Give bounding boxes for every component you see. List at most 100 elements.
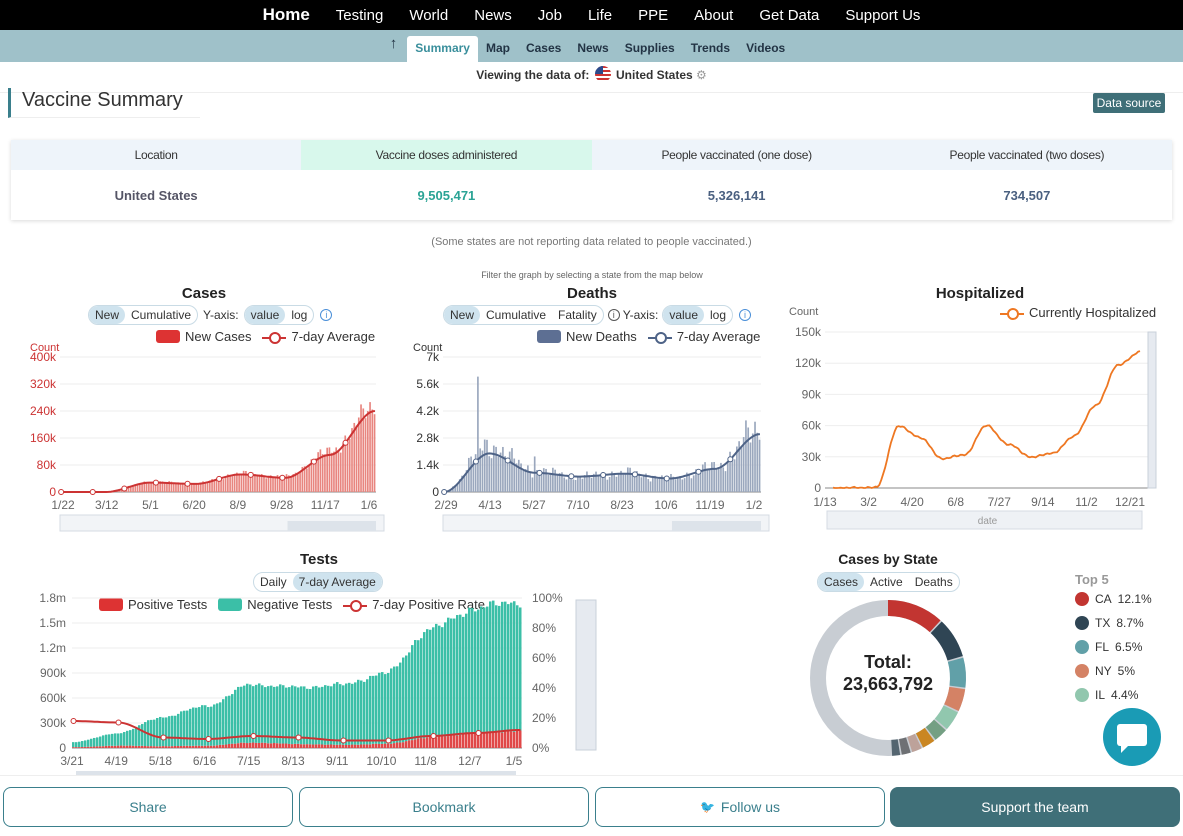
support-button[interactable]: Support the team (890, 787, 1180, 827)
tab-cases[interactable]: Cases (525, 41, 562, 55)
topnav-item-news[interactable]: News (474, 6, 512, 24)
negative-bar (462, 616, 465, 734)
tab-news[interactable]: News (577, 41, 609, 55)
topnav-item-support-us[interactable]: Support Us (845, 6, 921, 24)
legend-new-deaths[interactable]: New Deaths (566, 329, 637, 344)
tab-supplies[interactable]: Supplies (624, 41, 675, 55)
tests-toggle: Daily 7-day Average (253, 572, 383, 592)
bar (731, 457, 734, 492)
tests-chart[interactable]: 1.8m 1.5m 1.2m 900k 600k 300k 0 100% 80% 60% 40% 20… (20, 590, 605, 775)
positive-bar (180, 745, 183, 748)
tab-trends[interactable]: Trends (690, 41, 731, 55)
tests-mode-7day[interactable]: 7-day Average (292, 573, 382, 591)
hosp-chart[interactable]: 150k 120k 90k 60k 30k 0 Count 1/13 3/2 4/20 6/8 7/2… (785, 305, 1170, 535)
negative-bar (204, 705, 207, 746)
gear-icon[interactable]: ⚙ (696, 68, 707, 82)
country-name[interactable]: United States (616, 68, 693, 82)
bar (290, 476, 292, 492)
topnav-item-life[interactable]: Life (587, 6, 613, 24)
state-mode-active[interactable]: Active (870, 575, 903, 589)
data-source-button[interactable]: Data source (1093, 93, 1165, 113)
legend-7day-average-deaths[interactable]: 7-day Average (676, 329, 761, 344)
cases-mode-cumulative[interactable]: Cumulative (131, 308, 192, 322)
topnav-item-home[interactable]: Home (262, 5, 310, 24)
topnav-item-ppe[interactable]: PPE (638, 6, 669, 24)
legend-new-cases[interactable]: New Cases (185, 329, 252, 344)
negative-bar (282, 685, 285, 744)
state-mode-cases[interactable]: Cases (818, 573, 865, 591)
deaths-scale-value[interactable]: value (663, 306, 704, 324)
bar (154, 482, 157, 492)
positive-bar (324, 744, 327, 748)
negative-bar (312, 686, 315, 745)
state-legend-item[interactable]: IL 4.4% (1075, 688, 1138, 702)
legend-currently-hospitalized[interactable]: Currently Hospitalized (1029, 305, 1157, 320)
positive-bar (147, 746, 150, 748)
deaths-mode-fatality[interactable]: Fatality (558, 308, 597, 322)
bar (242, 470, 245, 492)
negative-bar (339, 684, 342, 745)
info-icon[interactable]: i (607, 309, 620, 321)
topnav-item-world[interactable]: World (409, 6, 449, 24)
cases-chart[interactable]: 400k 320k 240k 160k 80k 0 Count 1/22 3/12 5/1 6/20… (20, 335, 385, 535)
state-mode-deaths[interactable]: Deaths (914, 575, 953, 589)
rate-point (475, 729, 482, 736)
x-tick-label: 11/19 (695, 498, 724, 512)
tests-mode-daily[interactable]: Daily (260, 575, 287, 589)
positive-bar (459, 734, 462, 748)
average-point (472, 458, 479, 465)
state-legend-item[interactable]: NY 5% (1075, 664, 1135, 678)
state-donut-chart[interactable]: Total:23,663,792 (800, 595, 980, 770)
info-icon[interactable]: i (320, 309, 333, 321)
legend-line-swatch (262, 331, 287, 344)
bar (346, 438, 349, 492)
info-icon[interactable]: i (739, 309, 752, 321)
share-button[interactable]: Share (3, 787, 293, 827)
cases-scale-log[interactable]: log (291, 308, 308, 322)
negative-bar (423, 632, 426, 739)
follow-button[interactable]: 🐦 Follow us (595, 787, 885, 827)
state-legend-item[interactable]: FL 6.5% (1075, 640, 1142, 654)
average-point (184, 480, 191, 487)
cases-mode-new[interactable]: New (89, 306, 126, 324)
topnav-item-job[interactable]: Job (537, 6, 562, 24)
x-tick-label: 1/22 (51, 498, 75, 512)
positive-bar (333, 744, 336, 748)
topnav-item-about[interactable]: About (694, 6, 734, 24)
legend-positive-tests[interactable]: Positive Tests (128, 597, 208, 612)
state-legend-item[interactable]: CA 12.1% (1075, 592, 1152, 606)
deaths-chart[interactable]: 7k 5.6k 4.2k 2.8k 1.4k 0 Count 2/29 4/13 5/27 7/10… (405, 335, 775, 535)
bar (756, 432, 759, 492)
tab-videos[interactable]: Videos (746, 41, 786, 55)
y-tick-label: 0 (432, 485, 439, 499)
legend-positive-rate[interactable]: 7-day Positive Rate (372, 597, 486, 612)
deaths-mode-new[interactable]: New (444, 306, 481, 324)
deaths-scale-log[interactable]: log (710, 308, 727, 322)
bar (206, 482, 209, 492)
deaths-mode-cumulative[interactable]: Cumulative (486, 308, 547, 322)
tab-summary[interactable]: Summary (407, 36, 478, 62)
negative-bar (252, 686, 255, 743)
cases-scale-value[interactable]: value (244, 306, 286, 324)
legend-7day-average[interactable]: 7-day Average (291, 329, 376, 344)
bar (588, 475, 591, 492)
negative-bar (141, 724, 144, 746)
x-tick-label: 1/5 (506, 754, 523, 768)
tab-map[interactable]: Map (485, 41, 510, 55)
y-tick-label: 5.6k (416, 377, 440, 391)
negative-bar (210, 706, 213, 746)
topnav-item-get-data[interactable]: Get Data (759, 6, 820, 24)
bar (686, 472, 688, 492)
chat-button[interactable] (1103, 708, 1161, 766)
positive-bar (297, 743, 300, 748)
rate-point (205, 735, 212, 742)
negative-bar (168, 716, 171, 747)
bar (220, 477, 222, 492)
bookmark-button[interactable]: Bookmark (299, 787, 589, 827)
arrow-up-icon[interactable]: ↑ (389, 35, 398, 52)
topnav-item-testing[interactable]: Testing (335, 6, 384, 24)
state-legend-item[interactable]: TX 8.7% (1075, 616, 1144, 630)
bar (520, 463, 522, 492)
bar (337, 450, 340, 492)
legend-negative-tests[interactable]: Negative Tests (247, 597, 333, 612)
